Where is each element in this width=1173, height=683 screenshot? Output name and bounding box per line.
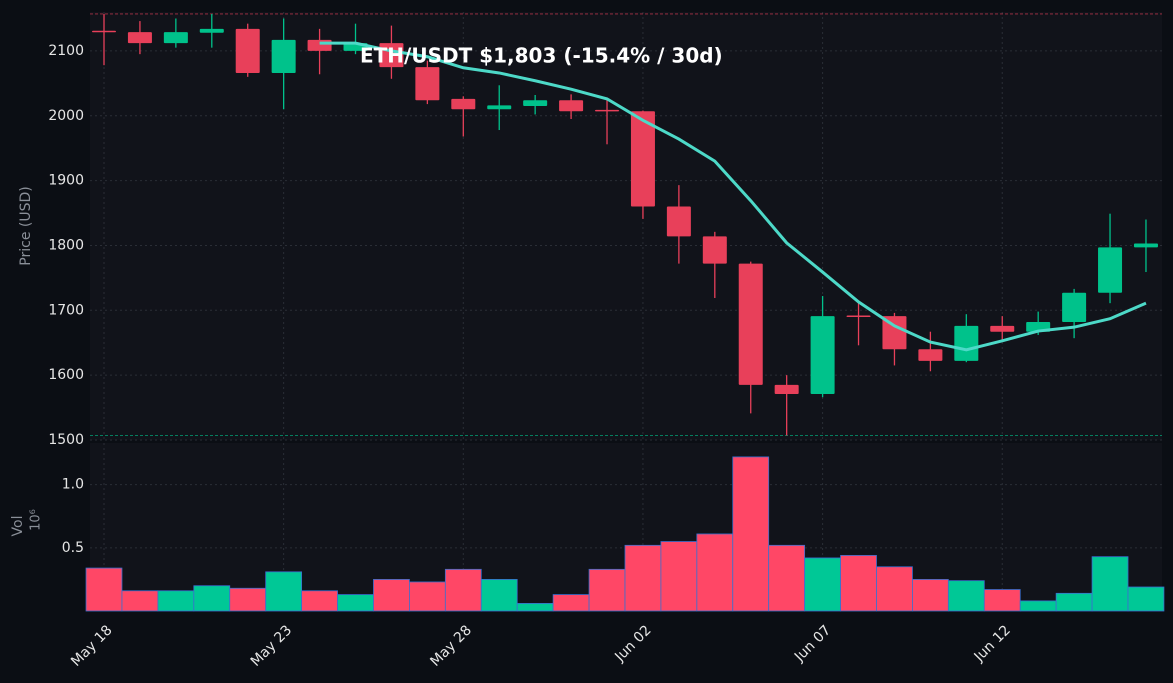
candle-body: [1133, 243, 1158, 248]
candle-body: [882, 316, 907, 350]
volume-bar: [840, 555, 877, 612]
volume-bar: [1091, 556, 1129, 612]
candle-body: [451, 98, 476, 110]
candle-body: [307, 39, 332, 51]
candle-body: [415, 67, 440, 101]
volume-bar: [85, 567, 123, 612]
volume-axis-label: Vol: [10, 516, 26, 537]
y-tick-label: 0.5: [62, 540, 84, 556]
candle-body: [774, 384, 799, 394]
moving-average-line: [319, 41, 1147, 352]
candle-body: [127, 32, 152, 44]
volume-bar: [588, 568, 626, 612]
volume-bar: [121, 590, 159, 612]
y-tick-label: 1800: [48, 237, 84, 253]
y-tick-label: 1900: [48, 173, 84, 189]
candle-body: [918, 349, 943, 361]
volume-bar: [301, 590, 338, 612]
volume-bar: [947, 580, 985, 612]
volume-bar: [265, 571, 303, 612]
volume-bar: [1055, 592, 1093, 612]
candle-body: [954, 325, 979, 361]
y-tick-label: 2000: [48, 108, 84, 124]
volume-bar: [373, 579, 410, 612]
candle-body: [559, 100, 584, 112]
candle-body: [523, 100, 548, 107]
candle-body: [92, 30, 116, 33]
volume-bar: [444, 568, 482, 612]
volume-bar: [516, 603, 554, 612]
volume-bar: [660, 541, 698, 612]
volume-bar: [229, 587, 267, 612]
candle-body: [235, 28, 260, 73]
y-tick-label: 1600: [48, 367, 84, 383]
candle-body: [163, 32, 188, 44]
volume-bar: [552, 594, 590, 612]
y-axis-label: Price (USD): [18, 186, 34, 265]
volume-bar: [1019, 600, 1057, 612]
y-tick-label: 1.0: [62, 477, 84, 493]
candle-body: [630, 111, 655, 207]
candle-body: [666, 206, 691, 237]
volume-bar: [804, 557, 841, 612]
volume-bar: [193, 585, 231, 612]
candle-body: [595, 109, 620, 112]
candle-body: [990, 325, 1015, 332]
volume-bar: [732, 456, 770, 612]
volume-bar: [337, 594, 374, 612]
candle-body: [487, 105, 512, 110]
candle-body: [1062, 292, 1087, 322]
volume-bar: [409, 581, 446, 612]
volume-offset: 10⁶: [29, 509, 44, 531]
candle-body: [810, 316, 835, 394]
volume-bar: [983, 589, 1021, 612]
y-tick-label: 2100: [48, 43, 84, 59]
candle-body: [199, 28, 224, 33]
candle-body: [1098, 247, 1123, 293]
volume-bar: [480, 579, 518, 612]
candle-body: [271, 39, 296, 73]
volume-bar: [624, 544, 662, 612]
candle-body: [738, 263, 763, 385]
price-panel: [90, 12, 1162, 440]
volume-bar: [876, 566, 913, 612]
candle-body: [702, 236, 727, 264]
chart-title: ETH/USDT $1,803 (-15.4% / 30d): [360, 44, 723, 68]
volume-bar: [1127, 586, 1165, 612]
volume-bar: [696, 533, 734, 612]
y-tick-label: 1700: [48, 302, 84, 318]
candle-body: [846, 315, 871, 317]
y-tick-label: 1500: [48, 432, 84, 448]
volume-bar: [912, 579, 949, 612]
volume-bar: [157, 590, 195, 612]
volume-bar: [768, 544, 806, 612]
